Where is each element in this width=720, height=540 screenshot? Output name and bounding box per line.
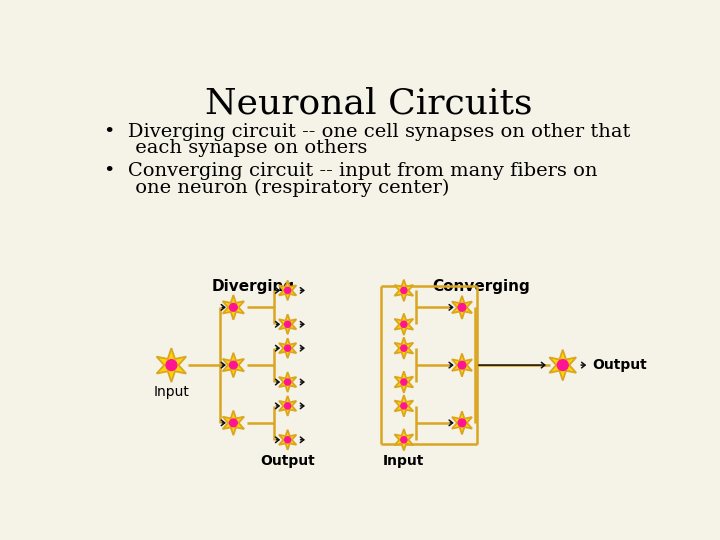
Circle shape [284, 379, 291, 385]
Text: •  Converging circuit -- input from many fibers on: • Converging circuit -- input from many … [104, 162, 598, 180]
Circle shape [401, 287, 407, 294]
Polygon shape [395, 338, 413, 359]
Circle shape [230, 361, 238, 369]
Polygon shape [452, 296, 472, 319]
Circle shape [284, 321, 291, 327]
Text: •  Diverging circuit -- one cell synapses on other that: • Diverging circuit -- one cell synapses… [104, 123, 630, 140]
Text: Output: Output [593, 358, 647, 372]
Circle shape [458, 303, 466, 311]
Circle shape [401, 321, 407, 327]
Circle shape [557, 360, 568, 370]
Polygon shape [279, 280, 297, 300]
Polygon shape [222, 295, 244, 320]
Text: Input: Input [153, 385, 189, 399]
Polygon shape [452, 354, 472, 377]
Polygon shape [157, 348, 186, 382]
Circle shape [284, 287, 291, 294]
Text: Neuronal Circuits: Neuronal Circuits [205, 86, 533, 120]
Circle shape [401, 379, 407, 385]
Polygon shape [395, 395, 413, 417]
Text: Output: Output [260, 454, 315, 468]
Polygon shape [222, 410, 244, 435]
Circle shape [284, 345, 291, 351]
Text: one neuron (respiratory center): one neuron (respiratory center) [104, 179, 449, 197]
Circle shape [284, 437, 291, 443]
Polygon shape [395, 372, 413, 393]
Circle shape [230, 419, 238, 427]
Polygon shape [279, 396, 297, 416]
Polygon shape [279, 372, 297, 392]
Text: each synapse on others: each synapse on others [104, 139, 367, 158]
Circle shape [458, 361, 466, 369]
Text: Diverging: Diverging [211, 279, 294, 294]
Polygon shape [395, 429, 413, 450]
Polygon shape [279, 430, 297, 450]
Polygon shape [395, 314, 413, 335]
Circle shape [401, 345, 407, 351]
Circle shape [401, 437, 407, 443]
Polygon shape [549, 350, 576, 381]
Polygon shape [395, 280, 413, 301]
Polygon shape [222, 353, 244, 377]
Polygon shape [279, 314, 297, 334]
Polygon shape [452, 411, 472, 434]
Text: Converging: Converging [433, 279, 530, 294]
Text: Input: Input [383, 454, 425, 468]
Circle shape [401, 403, 407, 409]
Circle shape [458, 419, 466, 427]
Circle shape [230, 303, 238, 311]
Circle shape [284, 403, 291, 409]
Polygon shape [279, 338, 297, 358]
Circle shape [166, 360, 177, 370]
